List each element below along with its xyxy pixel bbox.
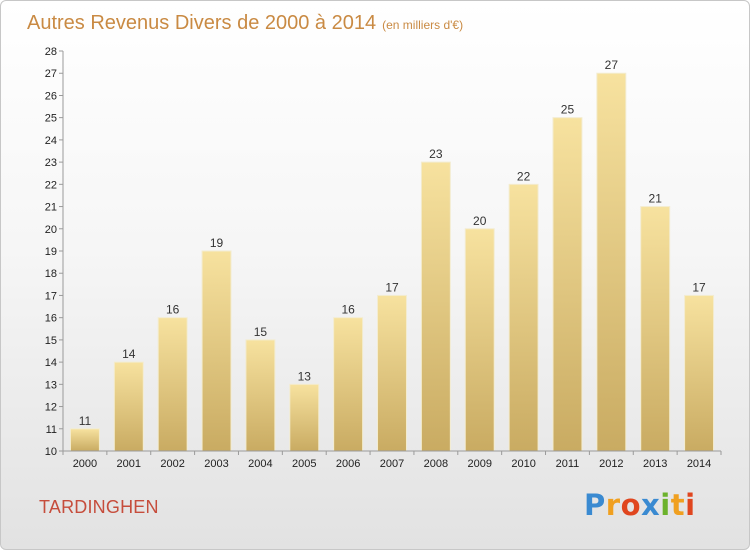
y-tick-label: 26: [45, 90, 57, 102]
value-label: 23: [429, 147, 443, 161]
chart-title-text: Autres Revenus Divers de 2000 à 2014: [27, 12, 377, 34]
value-label: 19: [210, 236, 224, 250]
bar: [201, 250, 232, 452]
value-labels: 11 14 16 19 15 13 16 17 23 20 22 25 27 21 17: [79, 58, 706, 428]
value-label: 17: [385, 280, 399, 294]
y-tick-label: 27: [45, 68, 57, 80]
proxiti-logo: Proxiti: [584, 488, 696, 522]
value-label: 16: [166, 303, 180, 317]
value-label: 22: [517, 169, 531, 183]
y-tick-label: 14: [45, 357, 57, 369]
x-tick-label: 2007: [380, 458, 404, 470]
value-label: 16: [341, 303, 355, 317]
logo-letter: i: [685, 488, 696, 522]
y-tick-label: 12: [45, 402, 57, 414]
bar: [157, 317, 188, 452]
y-tick-label: 17: [45, 290, 57, 302]
x-tick-label: 2014: [687, 458, 711, 470]
y-tick-label: 16: [45, 313, 57, 325]
x-axis-ticks: 2000 2001 2002 2003 2004 2005 2006 2007 2008 2009…: [62, 451, 722, 470]
x-tick-label: 2005: [292, 458, 316, 470]
bar: [289, 383, 320, 452]
y-tick-label: 11: [46, 424, 57, 436]
value-label: 17: [692, 280, 706, 294]
chart-subtitle: (en milliers d'€): [382, 18, 464, 32]
value-label: 13: [298, 369, 312, 383]
x-tick-label: 2006: [336, 458, 360, 470]
x-tick-label: 2012: [599, 458, 623, 470]
y-tick-label: 24: [45, 135, 57, 147]
bar: [464, 228, 495, 452]
x-tick-label: 2010: [511, 458, 535, 470]
value-label: 20: [473, 214, 487, 228]
y-tick-label: 20: [45, 224, 57, 236]
y-tick-label: 19: [45, 246, 57, 258]
bars: [69, 72, 715, 452]
y-tick-label: 15: [45, 335, 57, 347]
bar: [113, 361, 144, 452]
bar: [69, 428, 100, 452]
y-tick-label: 22: [45, 179, 57, 191]
bar: [684, 294, 715, 452]
value-label: 21: [649, 192, 663, 206]
bar: [508, 183, 539, 452]
y-axis-ticks: 10 11 12 13 14 15 16 17 18 19 20 21 22 23 24 25 26 27 28: [45, 46, 63, 458]
x-tick-label: 2008: [424, 458, 448, 470]
logo-letter: P: [584, 488, 606, 522]
logo-letter: o: [620, 488, 642, 522]
x-tick-label: 2009: [467, 458, 491, 470]
x-tick-label: 2002: [160, 458, 184, 470]
bar: [333, 317, 364, 452]
x-tick-label: 2003: [204, 458, 228, 470]
x-tick-label: 2000: [73, 458, 97, 470]
x-tick-label: 2011: [556, 458, 580, 470]
bar: [552, 117, 583, 452]
value-label: 11: [79, 414, 92, 428]
y-tick-label: 23: [45, 157, 57, 169]
logo-letter: x: [641, 488, 661, 522]
y-tick-label: 28: [45, 46, 57, 58]
value-label: 27: [605, 58, 619, 72]
logo-letter: r: [605, 488, 621, 522]
x-tick-label: 2001: [117, 458, 141, 470]
value-label: 14: [122, 347, 136, 361]
x-tick-label: 2013: [643, 458, 667, 470]
y-tick-label: 18: [45, 268, 57, 280]
y-tick-label: 21: [45, 202, 57, 214]
bar: [640, 206, 671, 452]
logo-letter: t: [670, 488, 686, 522]
commune-name: TARDINGHEN: [39, 497, 159, 517]
bar: [245, 339, 276, 452]
bar: [377, 294, 407, 452]
y-tick-label: 25: [45, 113, 57, 125]
y-tick-label: 13: [45, 379, 57, 391]
bar: [596, 72, 627, 452]
x-tick-label: 2004: [248, 458, 272, 470]
logo-letter: i: [660, 488, 671, 522]
value-label: 25: [561, 103, 575, 117]
bar: [420, 161, 451, 452]
value-label: 15: [254, 325, 268, 339]
y-tick-label: 10: [45, 446, 57, 458]
chart-title: Autres Revenus Divers de 2000 à 2014 (en …: [27, 12, 463, 35]
